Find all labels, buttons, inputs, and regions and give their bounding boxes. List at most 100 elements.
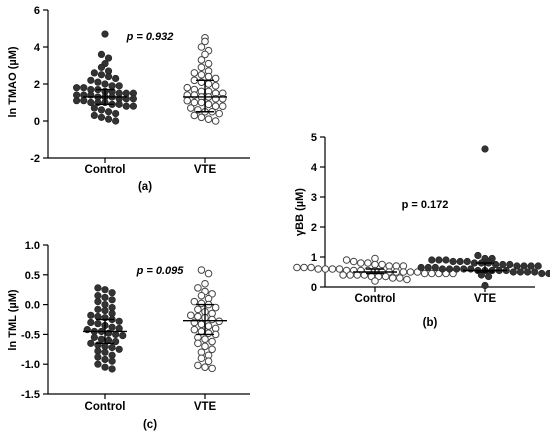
panel-b-control-point (381, 272, 390, 281)
panel-a-vte-point (204, 59, 213, 68)
panel-c-vte-point (204, 269, 213, 278)
panel-b-control-point (293, 263, 301, 272)
panel-b-control-point (378, 260, 386, 269)
panel-c-control-point (108, 357, 116, 365)
panel-c-control-point (119, 331, 127, 340)
panel-c-vte-point (194, 305, 202, 314)
panel-b-control-point (300, 263, 308, 272)
panel-c-vte-point (201, 335, 209, 343)
panel-b-control-point (342, 256, 351, 264)
panel-b-control-point (335, 265, 344, 273)
panel-b-vte-point (538, 269, 546, 278)
panel-c-y-tick-label: -1.5 (21, 389, 40, 401)
panel-b-y-tick-label: 0 (311, 282, 317, 294)
panel-b-control-point (321, 265, 330, 273)
panel-c-control-point (115, 317, 123, 325)
panel-b-vte-point (449, 257, 457, 266)
panel-a-vte-point (211, 82, 220, 90)
panel-b-vte-point (516, 268, 525, 276)
panel-c-vte-point (204, 322, 213, 330)
panel-a-control-point (115, 82, 123, 90)
panel-a-chart: p = 0.932 ln TMAO (µM) (a) -2 0 2 4 6 Control… (7, 5, 250, 193)
panel-a-y-tick-label: 0 (34, 116, 40, 128)
panel-c-vte-point (211, 303, 220, 312)
panel-a-vte-point (197, 43, 206, 51)
panel-a-y-tick-label: 6 (34, 5, 40, 17)
panel-b-vte-point (438, 265, 447, 273)
panel-c-control-point (94, 360, 102, 368)
panel-a-y-tick-label: 4 (34, 42, 41, 54)
panel-b-y-tick-label: 3 (311, 192, 317, 204)
panel-c-control-point (87, 318, 95, 327)
panel-c-control-point (101, 363, 109, 371)
panel-c-control-point (108, 296, 116, 304)
panel-b-vte-point (445, 265, 454, 273)
panel-a-x-tick-label: Control (85, 164, 126, 176)
panel-c-control-point (101, 306, 109, 315)
panel-c-control-point (108, 323, 116, 331)
panel-b-vte-point (481, 145, 489, 153)
panel-a-y-tick-label: -2 (30, 153, 40, 165)
panel-c-control-point (87, 339, 95, 347)
panel-a-vte-point (197, 63, 206, 72)
panel-b-control-point (328, 265, 337, 273)
panel-c-y-tick-label: -1.0 (21, 359, 40, 371)
panel-b-vte-point (492, 260, 500, 269)
panel-b-control-point (357, 259, 365, 267)
panel-a-control-point (90, 69, 98, 77)
panel-a-control-point (87, 98, 95, 107)
panel-c-control-point (90, 333, 98, 341)
panel-b-control-point (339, 271, 347, 279)
panel-b-vte-point (531, 268, 539, 276)
panel-b-y-tick-label: 2 (311, 222, 317, 234)
panel-a-vte-point (197, 113, 206, 122)
panel-b-y-tick-label: 1 (311, 252, 317, 264)
panel-b-vte-point (467, 265, 475, 273)
panel-a-vte-point (190, 111, 199, 120)
panel-b-control-point (406, 268, 415, 276)
panel-b-vte-point (527, 262, 535, 270)
panel-c-control-point (101, 301, 109, 309)
panel-b-chart: p = 0.172 γBB (µM) (b) 0 1 2 3 4 5 Control VTE (293, 132, 550, 329)
panel-a-vte-point (201, 37, 209, 46)
panel-b-control-point (403, 275, 411, 284)
panel-a-control-point (97, 113, 106, 121)
panel-b-x-tick-label: VTE (474, 293, 497, 305)
panel-c-control-point (108, 351, 116, 359)
panel-a-control-point (80, 97, 88, 105)
panel-c-vte-point (208, 337, 216, 346)
panel-a-control-point (104, 72, 113, 81)
panel-b-vte-point (424, 263, 432, 272)
panel-a-vte-point (183, 83, 192, 92)
panel-c-y-tick-label: -0.5 (21, 329, 40, 341)
panel-c-vte-point (197, 266, 206, 274)
panel-a-vte-point (197, 98, 206, 107)
panel-a-control-point (112, 109, 120, 118)
panel-c-chart: p = 0.095 ln TML (µM) (c) -1.5 -1.0 -0.5 0.… (7, 240, 250, 431)
panel-b-vte-point (509, 268, 517, 276)
panel-b-vte-point (463, 257, 471, 266)
panel-a-vte-point (204, 80, 213, 88)
panel-c-control-point (115, 345, 123, 353)
panel-c-control-point (94, 298, 102, 306)
panel-a-label: (a) (138, 181, 152, 193)
panel-b-control-point (307, 263, 315, 272)
panel-a-control-point (97, 63, 106, 71)
panel-c-vte-point (194, 339, 202, 348)
panel-c-p-value: p = 0.095 (136, 265, 185, 277)
panel-b-vte-point (474, 251, 482, 260)
panel-c-label: (c) (143, 419, 157, 431)
panel-a-control-point (87, 76, 95, 84)
panel-b-vte-point (484, 272, 493, 281)
panel-a-x-tick-label: VTE (194, 164, 217, 176)
panel-a-y-tick-label: 2 (34, 79, 40, 91)
panel-c-control-point (101, 293, 109, 302)
panel-b-vte-point (513, 262, 521, 270)
panel-c-control-point (94, 347, 102, 355)
panel-c-vte-point (208, 345, 216, 354)
panel-c-control-point (108, 365, 116, 373)
panel-c-vte-point (190, 297, 199, 306)
panel-c-x-tick-label: Control (85, 401, 126, 413)
panel-b-y-tick-label: 4 (311, 162, 318, 174)
